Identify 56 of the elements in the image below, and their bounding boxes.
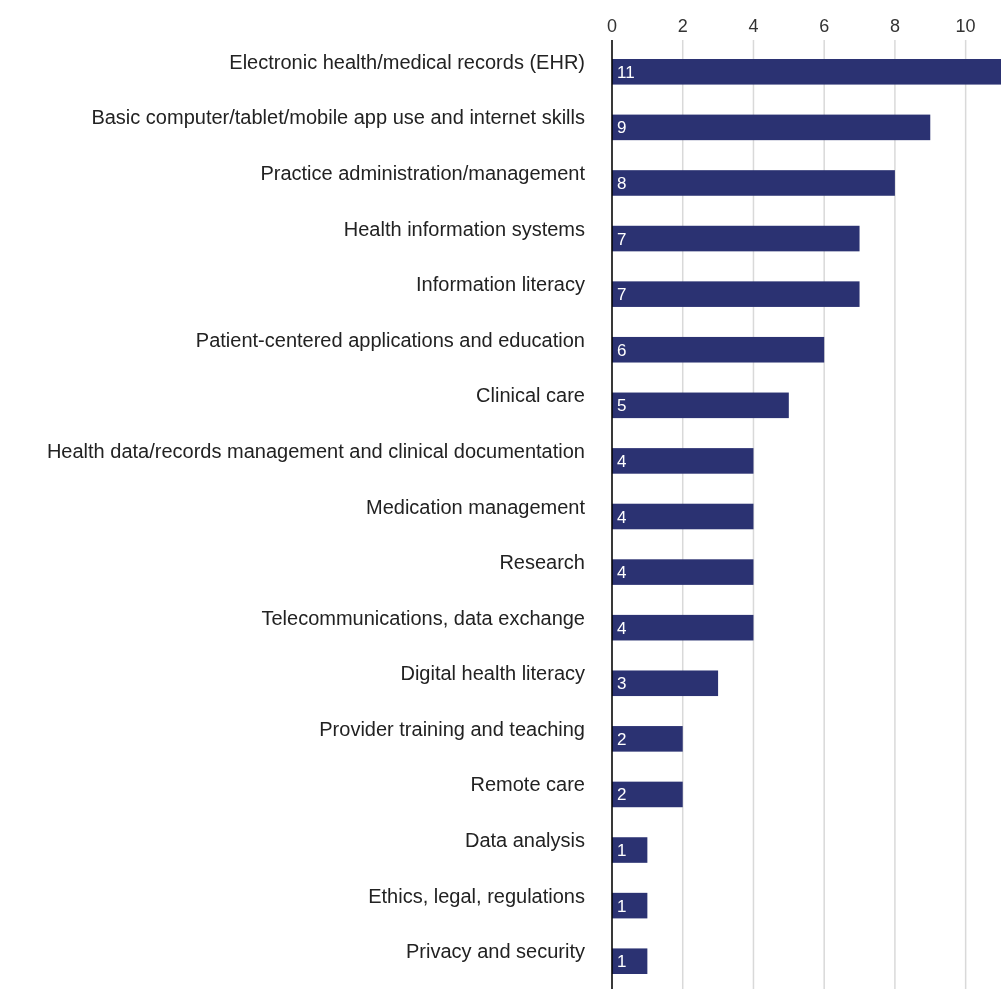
- data-label: 4: [617, 618, 627, 638]
- y-tick-label: Provider training and teaching: [319, 717, 585, 740]
- x-tick-label: 2: [677, 16, 688, 36]
- data-label: 2: [617, 729, 627, 749]
- y-tick-label: Remote care: [470, 773, 585, 796]
- bar: [612, 503, 754, 530]
- x-tick-label: 0: [606, 16, 618, 36]
- y-tick-label: Data analysis: [464, 829, 585, 852]
- bar: [612, 448, 754, 474]
- y-tick-label: Basic computer/tablet/mobile app use and internet skills: [91, 106, 585, 129]
- y-tick-label: Research: [499, 551, 585, 574]
- y-tick-label: Medication management: [365, 495, 586, 518]
- data-label: 2: [617, 785, 627, 805]
- bar: [612, 114, 931, 141]
- data-label: 4: [617, 563, 627, 583]
- data-label: 1: [617, 952, 627, 972]
- y-tick-label: Information literacy: [416, 273, 585, 296]
- data-label: 7: [617, 229, 627, 249]
- data-label: 4: [617, 451, 627, 471]
- bar: [612, 59, 1001, 85]
- data-label: 6: [617, 340, 627, 360]
- y-tick-label: Telecommunications, data exchange: [261, 606, 585, 629]
- data-label: 1: [617, 896, 627, 916]
- data-label: 3: [617, 674, 627, 694]
- bar: [612, 336, 825, 363]
- bar: [612, 670, 719, 697]
- bar: [612, 948, 648, 974]
- data-label: 11: [617, 62, 635, 82]
- bar: [612, 170, 895, 196]
- bar: [612, 837, 648, 863]
- bar: [612, 726, 683, 752]
- x-tick-label: 10: [955, 16, 976, 36]
- x-tick-label: 6: [819, 16, 830, 36]
- data-label: 8: [617, 173, 627, 193]
- y-tick-label: Clinical care: [476, 384, 585, 407]
- y-tick-label: Digital health literacy: [400, 662, 585, 685]
- bar: [612, 614, 754, 641]
- bar: [612, 559, 754, 585]
- y-tick-label: Privacy and security: [406, 940, 585, 963]
- y-tick-label: Ethics, legal, regulations: [368, 884, 585, 907]
- bar: [612, 281, 860, 307]
- x-tick-label: 4: [748, 16, 759, 36]
- data-label: 5: [617, 396, 627, 416]
- y-tick-label: Electronic health/medical records (EHR): [229, 50, 585, 73]
- y-tick-label: Patient-centered applications and education: [195, 328, 585, 351]
- bar: [612, 781, 683, 808]
- data-label: 1: [617, 841, 627, 861]
- data-label: 7: [617, 285, 627, 305]
- bar: [612, 392, 789, 419]
- y-tick-label: Health data/records management and clinical documentation: [46, 439, 585, 462]
- data-label: 4: [617, 507, 627, 527]
- x-tick-label: 8: [889, 16, 900, 36]
- bar: [612, 225, 860, 252]
- y-tick-label: Health information systems: [343, 217, 585, 240]
- y-tick-label: Practice administration/management: [260, 161, 586, 184]
- data-label: 9: [617, 118, 627, 138]
